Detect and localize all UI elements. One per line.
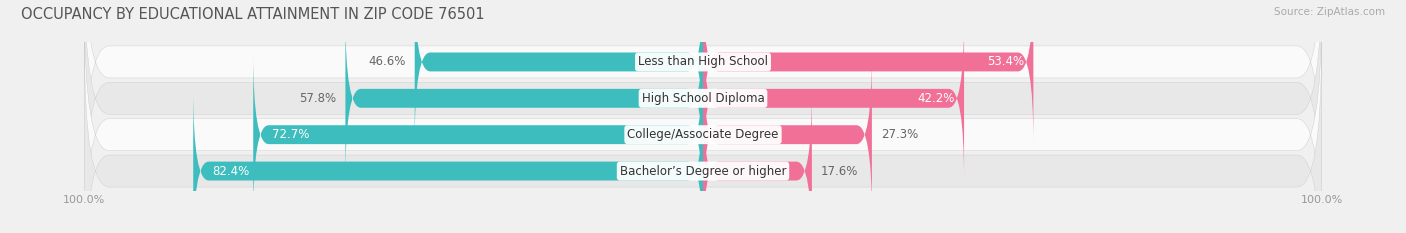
Text: Source: ZipAtlas.com: Source: ZipAtlas.com [1274,7,1385,17]
Text: Bachelor’s Degree or higher: Bachelor’s Degree or higher [620,164,786,178]
Text: 82.4%: 82.4% [212,164,249,178]
Text: 72.7%: 72.7% [271,128,309,141]
FancyBboxPatch shape [253,53,703,216]
FancyBboxPatch shape [703,89,811,233]
Text: High School Diploma: High School Diploma [641,92,765,105]
FancyBboxPatch shape [193,89,703,233]
Text: 27.3%: 27.3% [882,128,918,141]
FancyBboxPatch shape [703,53,872,216]
Text: Less than High School: Less than High School [638,55,768,69]
FancyBboxPatch shape [84,0,1322,192]
FancyBboxPatch shape [84,41,1322,233]
Text: 57.8%: 57.8% [299,92,336,105]
FancyBboxPatch shape [703,17,965,180]
FancyBboxPatch shape [84,5,1322,233]
Text: College/Associate Degree: College/Associate Degree [627,128,779,141]
Text: 53.4%: 53.4% [987,55,1024,69]
FancyBboxPatch shape [84,0,1322,228]
FancyBboxPatch shape [415,0,703,144]
Text: 46.6%: 46.6% [368,55,405,69]
FancyBboxPatch shape [346,17,703,180]
Text: 42.2%: 42.2% [917,92,955,105]
Text: 17.6%: 17.6% [821,164,859,178]
Text: OCCUPANCY BY EDUCATIONAL ATTAINMENT IN ZIP CODE 76501: OCCUPANCY BY EDUCATIONAL ATTAINMENT IN Z… [21,7,485,22]
FancyBboxPatch shape [703,0,1033,144]
